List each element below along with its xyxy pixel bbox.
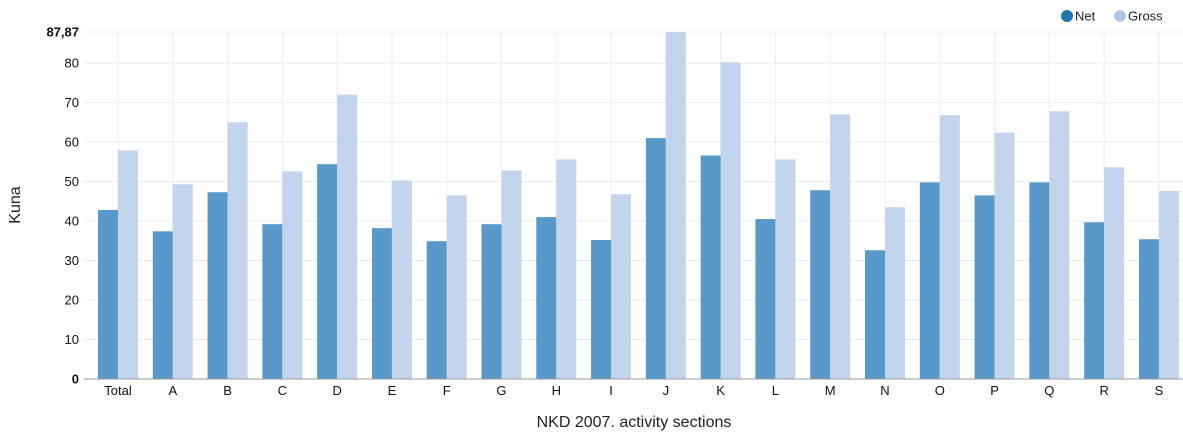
y-tick-label: 50 <box>65 174 79 189</box>
legend-label-gross: Gross <box>1128 9 1163 24</box>
bar-gross[interactable] <box>611 194 632 379</box>
x-tick-label: Q <box>1044 383 1054 398</box>
bar-gross[interactable] <box>118 150 138 379</box>
x-tick-label: D <box>332 383 341 398</box>
x-tick-label: M <box>825 383 836 398</box>
y-tick-label: 0 <box>72 372 79 387</box>
bar-gross[interactable] <box>227 122 248 379</box>
y-tick-labels: 0 10 20 30 40 50 60 70 80 87,87 <box>46 25 79 387</box>
bar-gross[interactable] <box>884 207 905 379</box>
bar-gross[interactable] <box>1158 191 1179 379</box>
y-tick-label: 60 <box>65 135 79 150</box>
bar-net[interactable] <box>371 228 392 379</box>
bar-gross[interactable] <box>994 132 1015 379</box>
legend-label-net: Net <box>1075 9 1096 24</box>
bar-net[interactable] <box>645 138 666 379</box>
bar-gross[interactable] <box>556 159 577 379</box>
bar-gross[interactable] <box>665 32 686 379</box>
grid <box>84 31 1183 379</box>
bar-gross[interactable] <box>1104 167 1125 379</box>
y-tick-label: 70 <box>65 95 79 110</box>
x-tick-label: E <box>388 383 397 398</box>
x-tick-label: R <box>1099 383 1108 398</box>
bar-net[interactable] <box>1084 222 1105 379</box>
bar-net[interactable] <box>1029 182 1050 379</box>
y-tick-label: 10 <box>65 332 79 347</box>
bar-net[interactable] <box>864 250 885 379</box>
x-tick-label: S <box>1155 383 1164 398</box>
bar-net[interactable] <box>919 182 940 379</box>
bars <box>98 32 1179 380</box>
bar-gross[interactable] <box>939 115 960 380</box>
y-axis-title: Kuna <box>7 186 24 223</box>
bar-net[interactable] <box>755 219 776 379</box>
bar-gross[interactable] <box>1049 111 1070 379</box>
bar-gross[interactable] <box>830 114 851 379</box>
bar-gross[interactable] <box>775 159 796 379</box>
legend: Net Gross <box>1061 9 1163 24</box>
bar-net[interactable] <box>974 195 995 379</box>
y-tick-label-max: 87,87 <box>46 25 79 40</box>
y-tick-label: 80 <box>65 56 79 71</box>
x-tick-label: I <box>609 383 613 398</box>
bar-net[interactable] <box>700 155 721 379</box>
legend-item-net[interactable]: Net <box>1061 9 1096 24</box>
bar-gross[interactable] <box>501 170 522 379</box>
bar-net[interactable] <box>207 192 228 379</box>
legend-item-gross[interactable]: Gross <box>1114 9 1163 24</box>
y-tick-label: 20 <box>65 293 79 308</box>
bar-net[interactable] <box>1138 239 1159 379</box>
y-tick-label: 40 <box>65 214 79 229</box>
x-tick-label: O <box>935 383 945 398</box>
x-tick-label: F <box>443 383 451 398</box>
bar-net[interactable] <box>426 241 447 379</box>
bar-net[interactable] <box>98 209 118 379</box>
x-tick-label: Total <box>104 383 132 398</box>
bar-gross[interactable] <box>172 184 193 379</box>
bar-gross[interactable] <box>446 195 467 379</box>
x-axis-title: NKD 2007. activity sections <box>537 414 732 431</box>
bar-net[interactable] <box>317 164 338 379</box>
x-tick-label: G <box>496 383 506 398</box>
x-tick-label: C <box>278 383 287 398</box>
x-tick-label: J <box>663 383 670 398</box>
bar-gross[interactable] <box>391 180 412 379</box>
bar-net[interactable] <box>810 190 831 379</box>
x-tick-label: P <box>990 383 999 398</box>
x-tick-label: A <box>168 383 177 398</box>
x-tick-label: H <box>552 383 561 398</box>
x-tick-label: B <box>223 383 232 398</box>
legend-marker-net <box>1061 10 1073 22</box>
y-tick-label: 30 <box>65 253 79 268</box>
bar-net[interactable] <box>591 239 612 379</box>
legend-marker-gross <box>1114 10 1126 22</box>
bar-net[interactable] <box>536 217 557 379</box>
bar-net[interactable] <box>481 224 502 379</box>
bar-net[interactable] <box>152 231 173 379</box>
x-tick-label: K <box>716 383 725 398</box>
x-tick-labels: Total A B C D E F G H I J K L M N O P Q R S <box>104 383 1163 398</box>
bar-gross[interactable] <box>282 171 303 379</box>
x-tick-label: N <box>880 383 889 398</box>
bar-gross[interactable] <box>337 94 358 380</box>
bar-gross[interactable] <box>720 62 741 380</box>
x-tick-label: L <box>772 383 779 398</box>
bar-net[interactable] <box>262 224 283 379</box>
